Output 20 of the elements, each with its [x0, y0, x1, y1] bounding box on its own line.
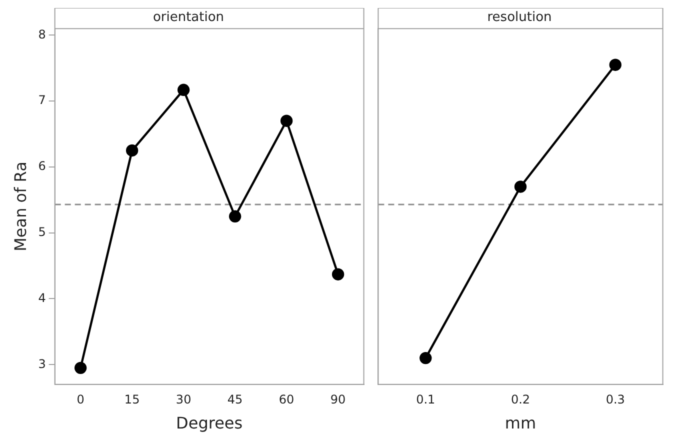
x-tick-label: 0.3: [606, 392, 625, 407]
x-tick-label: 15: [124, 392, 140, 407]
y-tick-label: 5: [38, 224, 46, 239]
y-tick-label: 3: [38, 356, 46, 371]
y-tick-label: 8: [38, 27, 46, 42]
x-tick-label: 0.2: [510, 392, 530, 407]
x-tick-label: 0: [76, 392, 84, 407]
x-axis-title: Degrees: [176, 414, 243, 433]
y-tick-label: 6: [38, 159, 46, 174]
x-tick-label: 45: [227, 392, 243, 407]
x-tick-label: 60: [278, 392, 294, 407]
x-tick-label: 90: [330, 392, 346, 407]
chart-title: orientation: [152, 10, 224, 26]
y-tick-label: 4: [38, 290, 46, 305]
chart-title: resolution: [487, 10, 552, 26]
y-axis-title: Mean of Ra: [10, 162, 30, 252]
x-tick-label: 30: [176, 392, 192, 407]
y-tick-label: 7: [38, 93, 46, 108]
x-tick-label: 0.1: [416, 392, 436, 407]
x-axis-title: mm: [504, 414, 536, 433]
